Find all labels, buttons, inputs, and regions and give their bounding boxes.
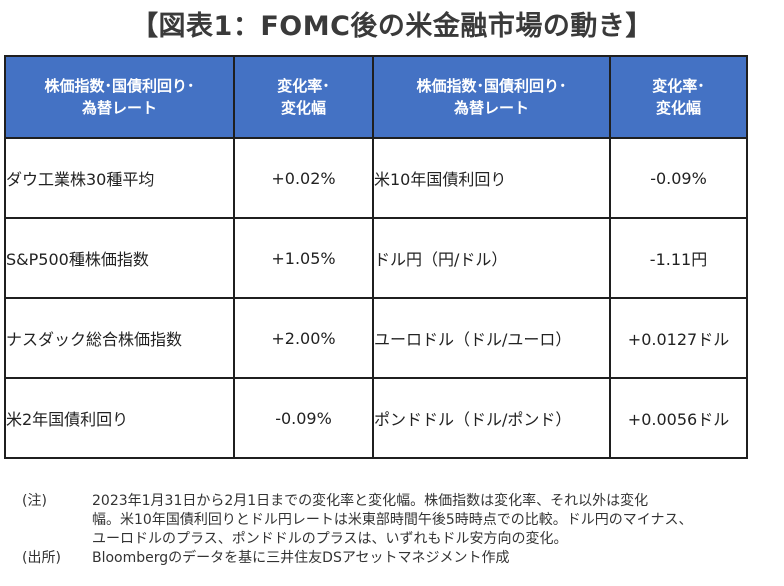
note-line: 2023年1月31日から2月1日までの変化率と変化幅。株価指数は変化率、それ以外… [92,493,649,509]
source: (出所) Bloombergのデータを基に三井住友DSアセットマネジメント作成 [22,549,782,568]
note: (注) 2023年1月31日から2月1日までの変化率と変化幅。株価指数は変化率、… [22,492,782,549]
row-label-right: ユーロドル（ドル/ユーロ） [372,297,611,379]
row-value-left: +2.00% [233,297,374,379]
header-index-name-right: 株価指数･国債利回り･ 為替レート [372,55,611,139]
footnotes: (注) 2023年1月31日から2月1日までの変化率と変化幅。株価指数は変化率、… [22,492,782,568]
header-index-name-left: 株価指数･国債利回り･ 為替レート [4,55,235,139]
market-table: 株価指数･国債利回り･ 為替レート 変化率･ 変化幅 株価指数･国債利回り･ 為… [4,55,748,459]
header-line: 株価指数･国債利回り･ [416,77,567,95]
row-value-right: -1.11円 [609,217,748,299]
note-line: ユーロドルのプラス、ポンドドルのプラスは、いずれもドル安方向の変化。 [92,531,568,547]
figure-title: 【図表1：FOMC後の米金融市場の動き】 [131,11,653,42]
header-line: 変化幅 [280,99,326,117]
row-value-right: +0.0127ドル [609,297,748,379]
table-row: ナスダック総合株価指数 +2.00% ユーロドル（ドル/ユーロ） +0.0127… [4,297,748,379]
table-row: ダウ工業株30種平均 +0.02% 米10年国債利回り -0.09% [4,137,748,219]
row-label-left: S&P500種株価指数 [4,217,235,299]
row-value-left: -0.09% [233,377,374,459]
note-line: 幅。米10年国債利回りとドル円レートは米東部時間午後5時時点での比較。ドル円のマ… [92,512,693,528]
header-line: 変化率･ [652,77,705,95]
header-line: 為替レート [453,99,529,117]
source-text: Bloombergのデータを基に三井住友DSアセットマネジメント作成 [92,550,510,566]
row-label-right: ドル円（円/ドル） [372,217,611,299]
header-line: 変化率･ [277,77,330,95]
source-tag: (出所) [22,550,61,566]
row-value-right: +0.0056ドル [609,377,748,459]
row-label-left: ナスダック総合株価指数 [4,297,235,379]
header-line: 変化幅 [655,99,701,117]
table-row: S&P500種株価指数 +1.05% ドル円（円/ドル） -1.11円 [4,217,748,299]
header-change-right: 変化率･ 変化幅 [609,55,748,139]
row-label-left: ダウ工業株30種平均 [4,137,235,219]
row-label-right: ポンドドル（ドル/ポンド） [372,377,611,459]
row-label-left: 米2年国債利回り [4,377,235,459]
header-line: 株価指数･国債利回り･ [44,77,195,95]
table-header-row: 株価指数･国債利回り･ 為替レート 変化率･ 変化幅 株価指数･国債利回り･ 為… [4,55,748,139]
row-value-left: +1.05% [233,217,374,299]
table-row: 米2年国債利回り -0.09% ポンドドル（ドル/ポンド） +0.0056ドル [4,377,748,459]
row-value-left: +0.02% [233,137,374,219]
note-tag: (注) [22,493,47,509]
row-label-right: 米10年国債利回り [372,137,611,219]
header-line: 為替レート [81,99,157,117]
row-value-right: -0.09% [609,137,748,219]
note-text: 2023年1月31日から2月1日までの変化率と変化幅。株価指数は変化率、それ以外… [92,492,782,549]
header-change-left: 変化率･ 変化幅 [233,55,374,139]
